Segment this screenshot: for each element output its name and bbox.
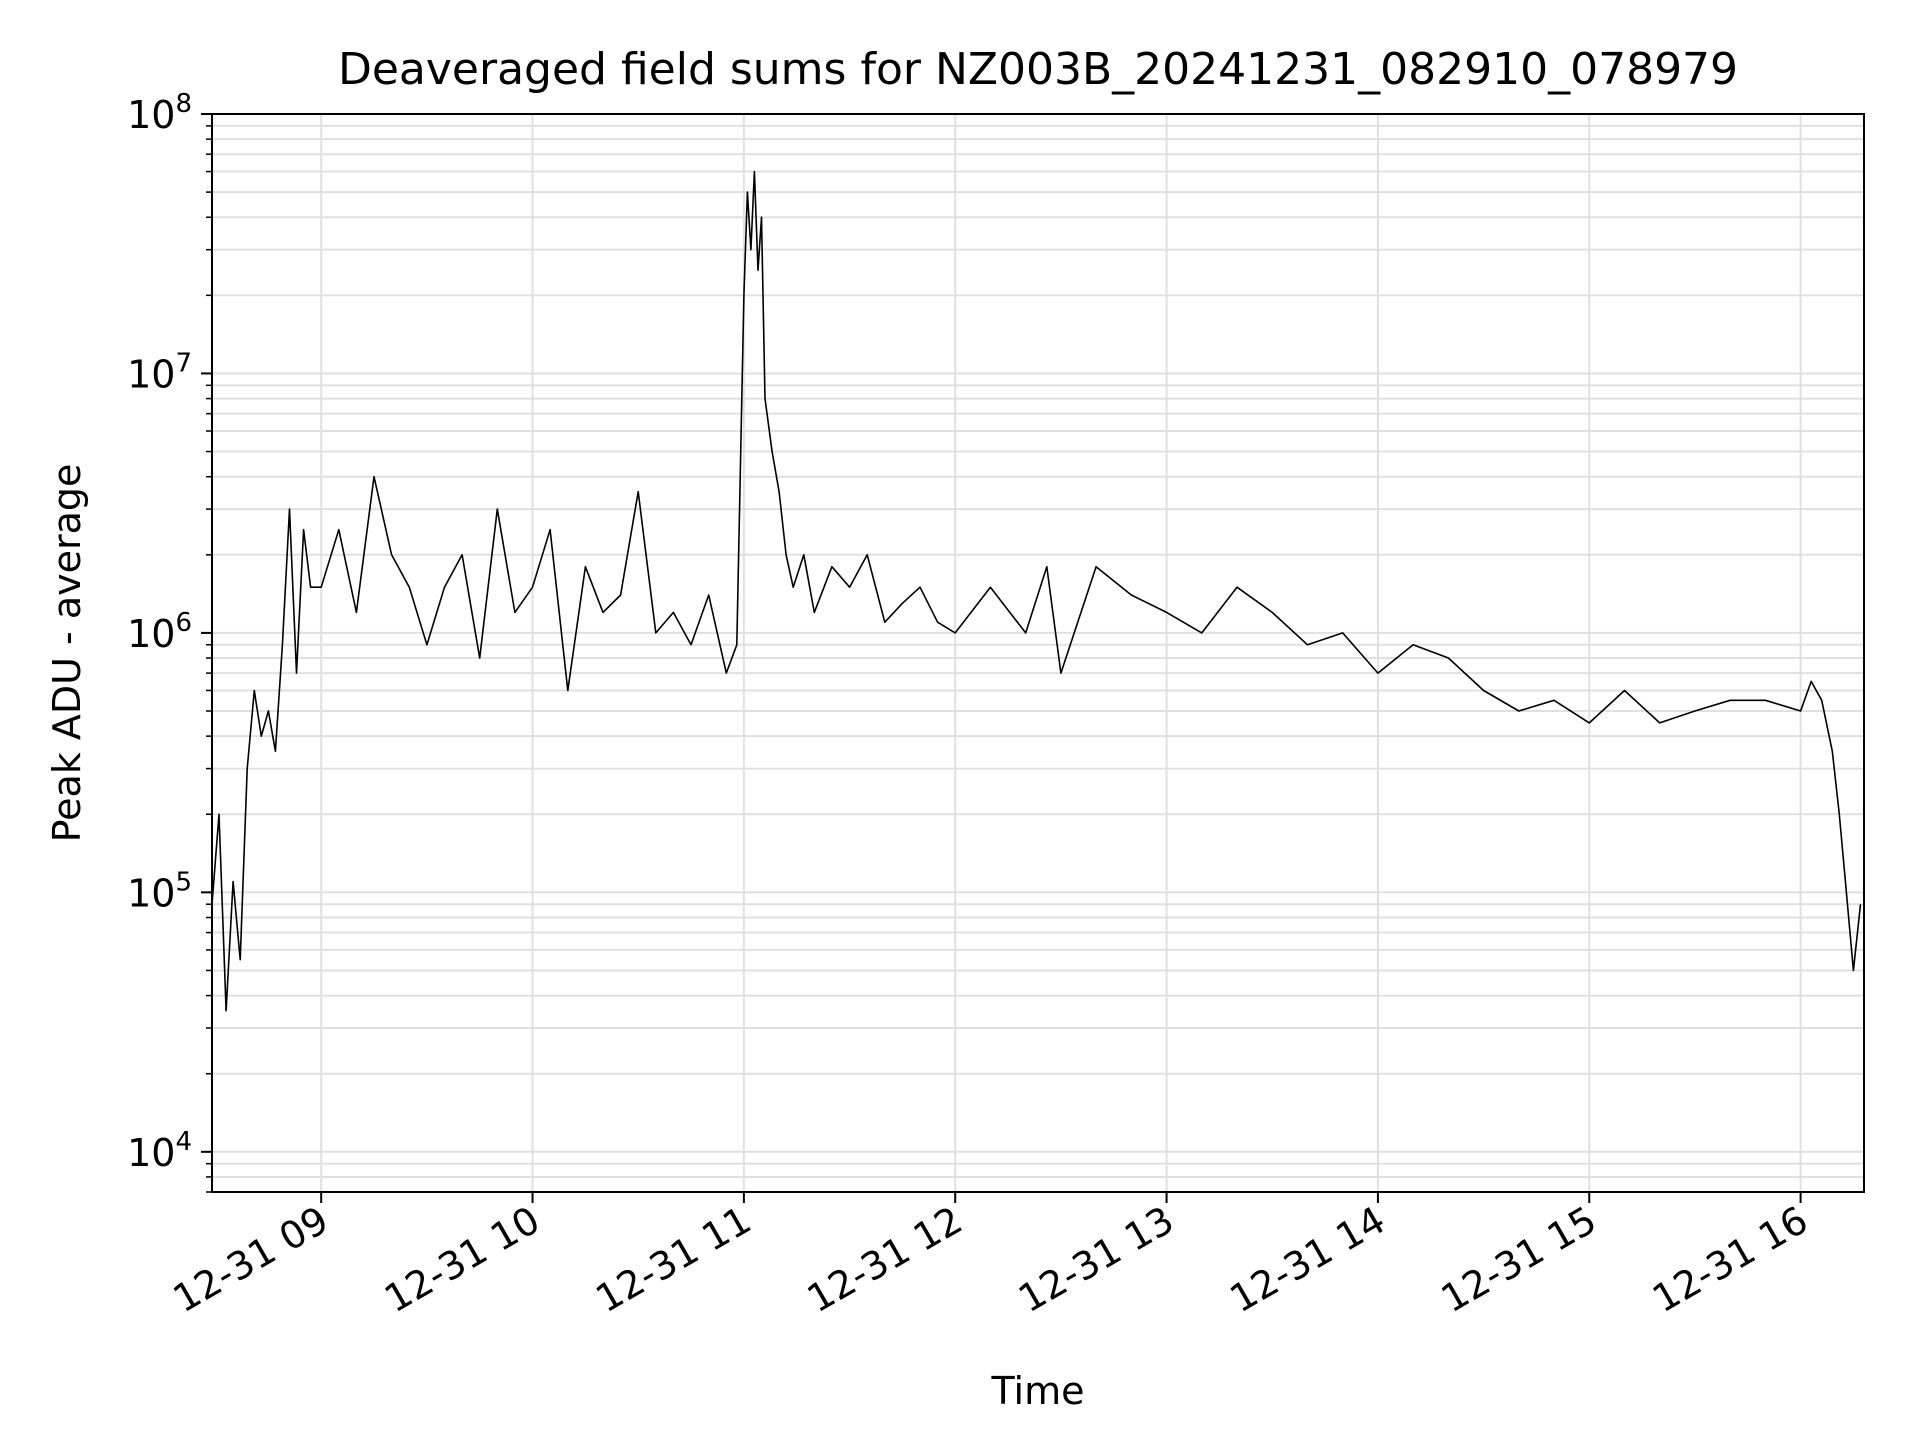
plot-frame — [211, 113, 1865, 1193]
y-axis-label: Peak ADU - average — [45, 464, 89, 843]
series-layer — [211, 170, 1862, 1012]
x-axis-label: Time — [991, 1369, 1085, 1413]
y-tick-label: 108 — [127, 89, 192, 137]
grid — [212, 113, 1864, 1193]
y-tick-label: 105 — [127, 867, 192, 915]
series-line-0 — [211, 170, 1862, 1012]
chart-title: Deaveraged field sums for NZ003B_2024123… — [338, 44, 1738, 95]
y-tick-label: 107 — [127, 348, 192, 396]
y-tick-label: 104 — [127, 1127, 192, 1175]
y-tick-label: 106 — [127, 608, 192, 656]
